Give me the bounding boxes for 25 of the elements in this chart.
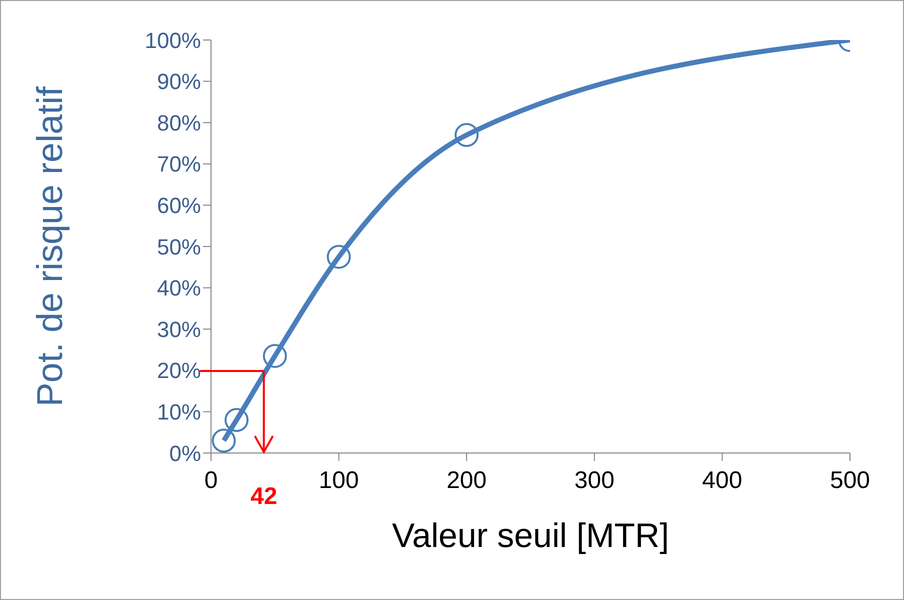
y-tick-label: 50% (156, 234, 201, 260)
point (212, 428, 236, 453)
y-tick-label: 100% (144, 28, 201, 53)
x-tick-label: 100 (318, 467, 359, 494)
y-tick-label: 0% (169, 440, 201, 466)
y-tick-label: 40% (156, 276, 201, 301)
x-tick-label: 500 (830, 467, 870, 494)
y-tick-label: 70% (156, 152, 201, 177)
y-tick-label: 80% (156, 110, 201, 136)
x-axis-title: Valeur seuil [MTR] (392, 517, 670, 556)
y-tick-label: 60% (156, 193, 201, 218)
point (262, 344, 287, 368)
x-tick-label: 0 (204, 467, 218, 494)
point (224, 408, 249, 432)
point (454, 122, 479, 147)
y-tick-label: 20% (156, 358, 201, 384)
y-tick-label: 90% (156, 69, 201, 94)
point (326, 244, 351, 269)
x-tick-label: 300 (574, 467, 614, 494)
x-tick-label: 200 (446, 467, 487, 494)
y-tick-label: 30% (156, 316, 201, 342)
x-tick-label: 400 (702, 467, 742, 494)
y-axis-title: Pot. de risque relatif (28, 85, 70, 407)
y-tick-label: 10% (156, 400, 201, 425)
text: 42 (250, 483, 278, 510)
